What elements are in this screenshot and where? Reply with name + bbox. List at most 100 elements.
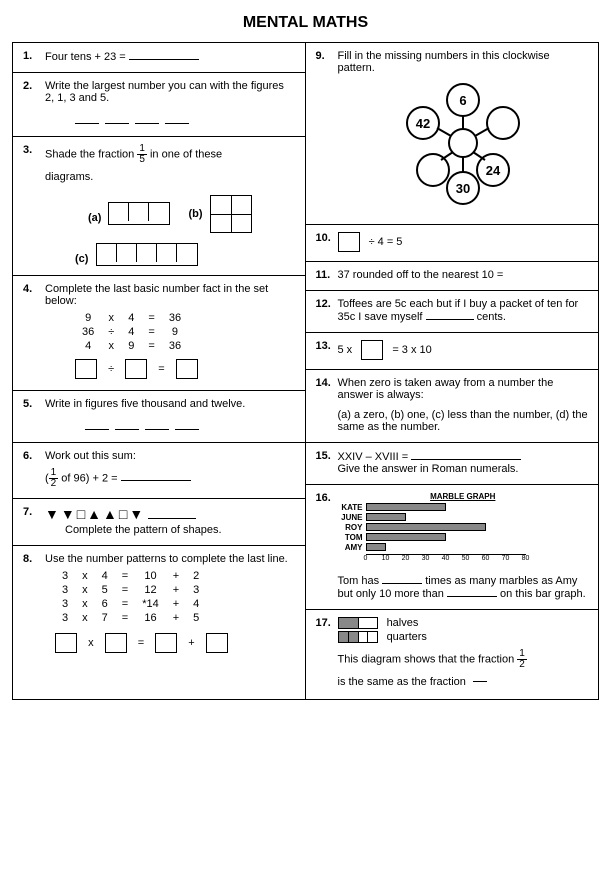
q17-blank-fraction[interactable] — [473, 674, 487, 690]
q7-shapes: ▼▼□▲▲□▼ — [45, 506, 145, 522]
q3-diagram-a[interactable]: (a) — [88, 202, 171, 225]
page-title: MENTAL MATHS — [12, 14, 599, 32]
q17-halves-diagram — [338, 617, 378, 629]
q16-body: MARBLE GRAPH KATEJUNEROYTOMAMY 010203040… — [338, 492, 589, 600]
q1-blank[interactable] — [129, 50, 199, 60]
q15-blank[interactable] — [411, 450, 521, 460]
q13-number: 13. — [316, 340, 338, 360]
q16-text-a: Tom has — [338, 575, 380, 587]
q7-blank[interactable] — [148, 509, 196, 519]
q13-text-a: 5 x — [338, 344, 353, 356]
q12-blank[interactable] — [426, 310, 474, 320]
q16-number: 16. — [316, 492, 338, 600]
left-column: 1. Four tens + 23 = 2. Write the largest… — [12, 43, 306, 699]
question-9: 9. Fill in the missing numbers in this c… — [306, 43, 599, 225]
q17-label-a: halves — [387, 617, 419, 629]
question-2: 2. Write the largest number you can with… — [13, 73, 305, 137]
bar-row: AMY — [338, 543, 589, 552]
question-5: 5. Write in figures five thousand and tw… — [13, 391, 305, 443]
bar-row: KATE — [338, 503, 589, 512]
q15-text-b: Give the answer in Roman numerals. — [338, 463, 589, 475]
bar-label: JUNE — [338, 513, 366, 522]
q8-body: Use the number patterns to complete the … — [45, 553, 295, 655]
bar — [366, 513, 406, 521]
q14-text: When zero is taken away from a number th… — [338, 377, 589, 401]
q9-diagram[interactable]: 6 42 24 30 — [338, 78, 589, 211]
q3-fraction: 1 5 — [137, 144, 147, 165]
bar-row: ROY — [338, 523, 589, 532]
q15-body: XXIV – XVIII = Give the answer in Roman … — [338, 450, 589, 475]
q17-number: 17. — [316, 617, 338, 690]
q4-answer-row[interactable]: ÷ = — [75, 359, 295, 379]
bar — [366, 523, 486, 531]
q7-number: 7. — [23, 506, 45, 536]
question-16: 16. MARBLE GRAPH KATEJUNEROYTOMAMY 01020… — [306, 485, 599, 610]
q9-val-6: 6 — [459, 93, 466, 108]
question-12: 12. Toffees are 5c each but if I buy a p… — [306, 291, 599, 333]
q3-text-c: diagrams. — [45, 171, 295, 183]
q15-text-a: XXIV – XVIII = — [338, 451, 409, 463]
q16-bar-chart: KATEJUNEROYTOMAMY — [338, 503, 589, 552]
q16-axis: 01020304050607080 — [366, 554, 526, 566]
axis-tick: 70 — [502, 555, 510, 562]
axis-tick: 20 — [402, 555, 410, 562]
question-8: 8. Use the number patterns to complete t… — [13, 546, 305, 664]
q12-number: 12. — [316, 298, 338, 323]
q14-options[interactable]: (a) a zero, (b) one, (c) less than the n… — [338, 409, 589, 433]
axis-tick: 40 — [442, 555, 450, 562]
q5-blanks[interactable] — [85, 420, 295, 433]
bar — [366, 543, 386, 551]
bar-label: KATE — [338, 503, 366, 512]
q9-val-24: 24 — [486, 163, 501, 178]
question-4: 4. Complete the last basic number fact i… — [13, 276, 305, 391]
q10-number: 10. — [316, 232, 338, 252]
q17-text-a: This diagram shows that the fraction — [338, 653, 515, 665]
q16-blank1[interactable] — [382, 574, 422, 584]
bar-row: TOM — [338, 533, 589, 542]
question-13: 13. 5 x = 3 x 10 — [306, 333, 599, 370]
q2-text: Write the largest number you can with th… — [45, 80, 295, 104]
question-3: 3. Shade the fraction 1 5 in one of thes… — [13, 137, 305, 276]
bar-label: TOM — [338, 533, 366, 542]
q12-body: Toffees are 5c each but if I buy a packe… — [338, 298, 589, 323]
q15-number: 15. — [316, 450, 338, 475]
q17-label-b: quarters — [387, 631, 427, 643]
q5-number: 5. — [23, 398, 45, 433]
question-10: 10. ÷ 4 = 5 — [306, 225, 599, 262]
q10-text: ÷ 4 = 5 — [369, 236, 403, 248]
q16-blank2[interactable] — [447, 587, 497, 597]
q9-val-42: 42 — [416, 116, 430, 131]
q5-text: Write in figures five thousand and twelv… — [45, 398, 295, 410]
bar — [366, 503, 446, 511]
axis-tick: 50 — [462, 555, 470, 562]
q5-body: Write in figures five thousand and twelv… — [45, 398, 295, 433]
q9-number: 9. — [316, 50, 338, 215]
q11-text: 37 rounded off to the nearest 10 = — [338, 269, 504, 281]
q6-number: 6. — [23, 450, 45, 489]
q10-box[interactable] — [338, 232, 360, 252]
q16-chart-title: MARBLE GRAPH — [338, 492, 589, 501]
q3-diagram-b[interactable]: (b) — [188, 195, 251, 233]
q2-blanks[interactable] — [75, 114, 295, 127]
q13-box[interactable] — [361, 340, 383, 360]
q4-facts-table: 9x4=36 36÷4=9 4x9=36 — [75, 311, 188, 353]
q4-number: 4. — [23, 283, 45, 381]
q9-circle-pattern: 6 42 24 30 — [393, 78, 533, 208]
q4-text: Complete the last basic number fact in t… — [45, 283, 295, 307]
q6-blank[interactable] — [121, 471, 191, 481]
question-15: 15. XXIV – XVIII = Give the answer in Ro… — [306, 443, 599, 485]
q2-body: Write the largest number you can with th… — [45, 80, 295, 127]
q2-number: 2. — [23, 80, 45, 127]
q16-text-c: on this bar graph. — [500, 588, 586, 600]
q3-number: 3. — [23, 144, 45, 266]
question-1: 1. Four tens + 23 = — [13, 43, 305, 73]
question-17: 17. halves quarters — [306, 610, 599, 699]
q1-text: Four tens + 23 = — [45, 51, 126, 63]
q3-text-a: Shade the fraction — [45, 148, 134, 160]
q8-answer-row[interactable]: x = + — [55, 633, 295, 653]
q11-body: 37 rounded off to the nearest 10 = — [338, 269, 589, 281]
q9-val-30: 30 — [456, 181, 470, 196]
q13-text-b: = 3 x 10 — [392, 344, 431, 356]
q3-diagram-c[interactable]: (c) — [75, 253, 198, 265]
q14-number: 14. — [316, 377, 338, 433]
